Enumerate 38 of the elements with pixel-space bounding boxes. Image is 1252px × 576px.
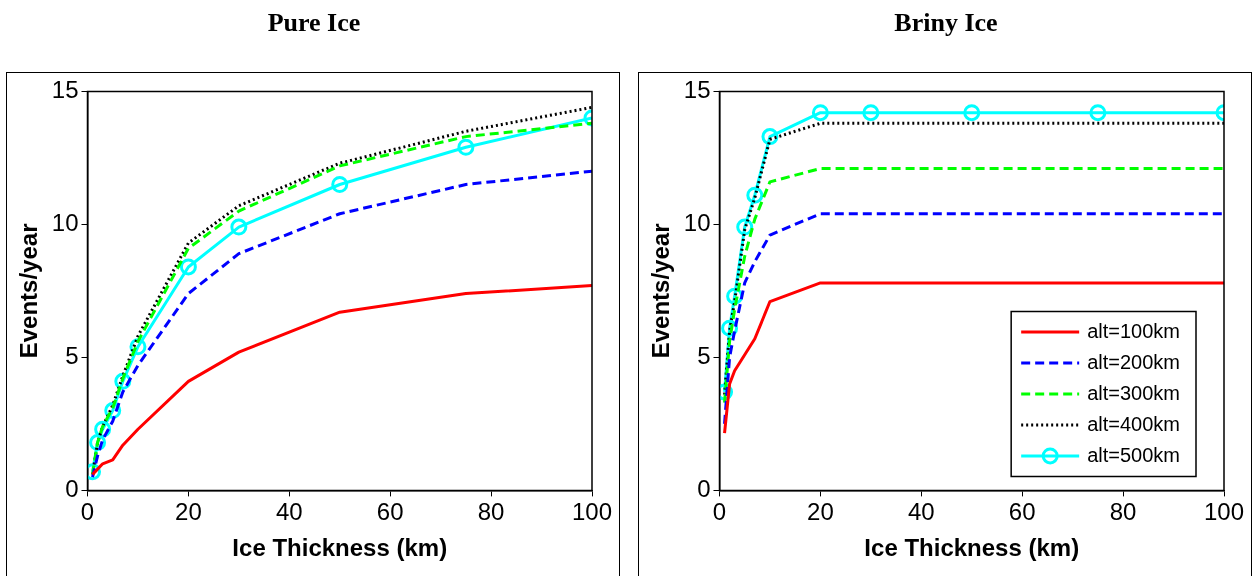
legend-label: alt=500km xyxy=(1087,444,1181,467)
x-tick-label: 80 xyxy=(1109,498,1137,526)
point xyxy=(963,104,981,122)
point xyxy=(179,258,197,276)
x-tick-label: 20 xyxy=(807,498,834,526)
y-tick-label: 0 xyxy=(65,475,79,503)
y-tick-label: 5 xyxy=(697,342,711,370)
legend-label: alt=100km xyxy=(1087,320,1181,343)
x-tick-label: 60 xyxy=(1008,498,1036,526)
legend-label: alt=200km xyxy=(1087,351,1181,374)
x-tick-label: 40 xyxy=(907,498,935,526)
point xyxy=(457,138,475,156)
y-axis-title: Events/year xyxy=(15,223,43,359)
y-tick-label: 5 xyxy=(65,342,79,370)
point xyxy=(862,104,880,122)
x-tick-label: 40 xyxy=(275,498,303,526)
point xyxy=(331,176,349,193)
point xyxy=(811,104,829,122)
y-tick-label: 10 xyxy=(683,209,711,237)
point xyxy=(746,186,764,204)
x-tick-label: 100 xyxy=(571,498,613,526)
legend-label: alt=400km xyxy=(1087,413,1181,436)
y-tick-label: 15 xyxy=(683,76,711,104)
point xyxy=(1089,104,1107,122)
y-axis-title: Events/year xyxy=(647,223,675,359)
y-tick-label: 0 xyxy=(697,475,711,503)
y-tick-label: 15 xyxy=(51,76,79,104)
y-tick-label: 10 xyxy=(51,209,79,237)
x-tick-label: 60 xyxy=(376,498,404,526)
chart-title: Pure Ice xyxy=(266,8,362,38)
chart-title: Briny Ice xyxy=(893,8,999,38)
x-tick-label: 80 xyxy=(477,498,505,526)
legend-label: alt=300km xyxy=(1087,382,1181,405)
point xyxy=(230,218,248,236)
x-tick-label: 100 xyxy=(1203,498,1245,526)
x-axis-title: Ice Thickness (km) xyxy=(232,534,448,562)
x-tick-label: 20 xyxy=(175,498,202,526)
x-axis-title: Ice Thickness (km) xyxy=(864,534,1080,562)
